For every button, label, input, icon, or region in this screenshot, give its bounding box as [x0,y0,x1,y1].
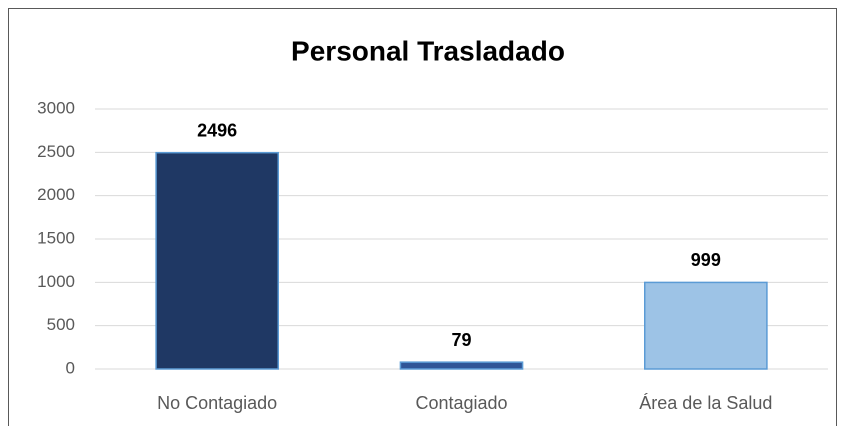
x-tick-label: No Contagiado [157,393,277,413]
bar [399,361,524,370]
y-tick-label: 1500 [37,228,75,247]
y-tick-label: 2000 [37,185,75,204]
chart-title: Personal Trasladado [291,35,565,66]
y-tick-label: 0 [66,358,75,377]
bar [644,281,768,370]
data-label: 79 [451,330,471,350]
bar [155,151,279,370]
data-label: 999 [691,250,721,270]
x-tick-label: Contagiado [415,393,507,413]
data-label: 2496 [197,120,237,140]
y-tick-label: 500 [47,315,75,334]
y-tick-label: 1000 [37,272,75,291]
x-tick-label: Área de la Salud [639,393,772,413]
y-tick-label: 2500 [37,142,75,161]
y-tick-label: 3000 [37,98,75,117]
